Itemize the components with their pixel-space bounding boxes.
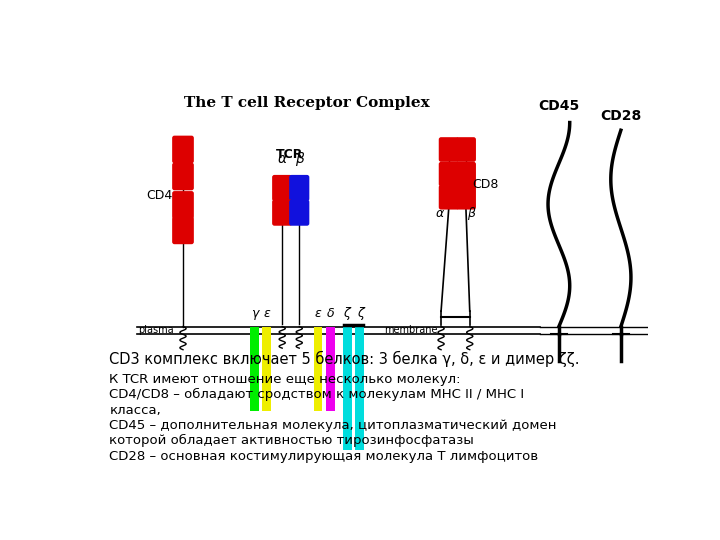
Bar bbox=[314, 327, 322, 411]
Text: CD4/CD8 – обладают сродством к молекулам MHC II / MHC I: CD4/CD8 – обладают сродством к молекулам… bbox=[109, 388, 524, 401]
Text: класса,: класса, bbox=[109, 403, 161, 416]
FancyBboxPatch shape bbox=[456, 137, 476, 162]
FancyBboxPatch shape bbox=[438, 137, 459, 162]
FancyBboxPatch shape bbox=[289, 200, 310, 226]
Text: CD45 – дополнительная молекула, цитоплазматический домен: CD45 – дополнительная молекула, цитоплаз… bbox=[109, 419, 557, 432]
FancyBboxPatch shape bbox=[172, 163, 194, 190]
Text: α: α bbox=[436, 207, 444, 220]
Text: TCR: TCR bbox=[276, 148, 304, 161]
Bar bbox=[262, 327, 271, 411]
Text: CD8: CD8 bbox=[472, 178, 498, 191]
Text: The T cell Receptor Complex: The T cell Receptor Complex bbox=[184, 96, 430, 110]
FancyBboxPatch shape bbox=[172, 217, 194, 244]
FancyBboxPatch shape bbox=[272, 175, 292, 201]
Bar bbox=[326, 327, 335, 411]
Text: CD28: CD28 bbox=[600, 109, 642, 123]
Text: β: β bbox=[467, 207, 475, 220]
Text: α: α bbox=[278, 152, 287, 166]
Bar bbox=[250, 327, 258, 411]
Text: CD4: CD4 bbox=[146, 189, 172, 202]
Text: ζ: ζ bbox=[357, 307, 364, 320]
FancyBboxPatch shape bbox=[456, 162, 476, 186]
Text: δ: δ bbox=[326, 307, 334, 320]
FancyBboxPatch shape bbox=[172, 136, 194, 164]
Bar bbox=[356, 327, 364, 450]
Text: CD28 – основная костимулирующая молекула Т лимфоцитов: CD28 – основная костимулирующая молекула… bbox=[109, 450, 539, 463]
Text: CD45: CD45 bbox=[539, 98, 580, 112]
Text: membrane: membrane bbox=[384, 326, 438, 335]
Text: ε: ε bbox=[264, 307, 270, 320]
Bar bbox=[343, 327, 351, 450]
FancyBboxPatch shape bbox=[272, 200, 292, 226]
FancyBboxPatch shape bbox=[438, 185, 459, 210]
FancyBboxPatch shape bbox=[172, 191, 194, 219]
Text: которой обладает активностью тирозинфосфатазы: которой обладает активностью тирозинфосф… bbox=[109, 434, 474, 448]
Text: β: β bbox=[294, 152, 304, 166]
FancyBboxPatch shape bbox=[456, 185, 476, 210]
FancyBboxPatch shape bbox=[289, 175, 310, 201]
Text: plasma: plasma bbox=[138, 326, 174, 335]
FancyBboxPatch shape bbox=[438, 162, 459, 186]
Text: CD3 комплекс включает 5 белков: 3 белка γ, δ, ε и димер ζζ.: CD3 комплекс включает 5 белков: 3 белка … bbox=[109, 351, 580, 367]
Text: ε: ε bbox=[315, 307, 321, 320]
Text: К TCR имеют отношение еще несколько молекул:: К TCR имеют отношение еще несколько моле… bbox=[109, 373, 461, 386]
Text: γ: γ bbox=[251, 307, 258, 320]
Text: ζ: ζ bbox=[343, 307, 350, 320]
